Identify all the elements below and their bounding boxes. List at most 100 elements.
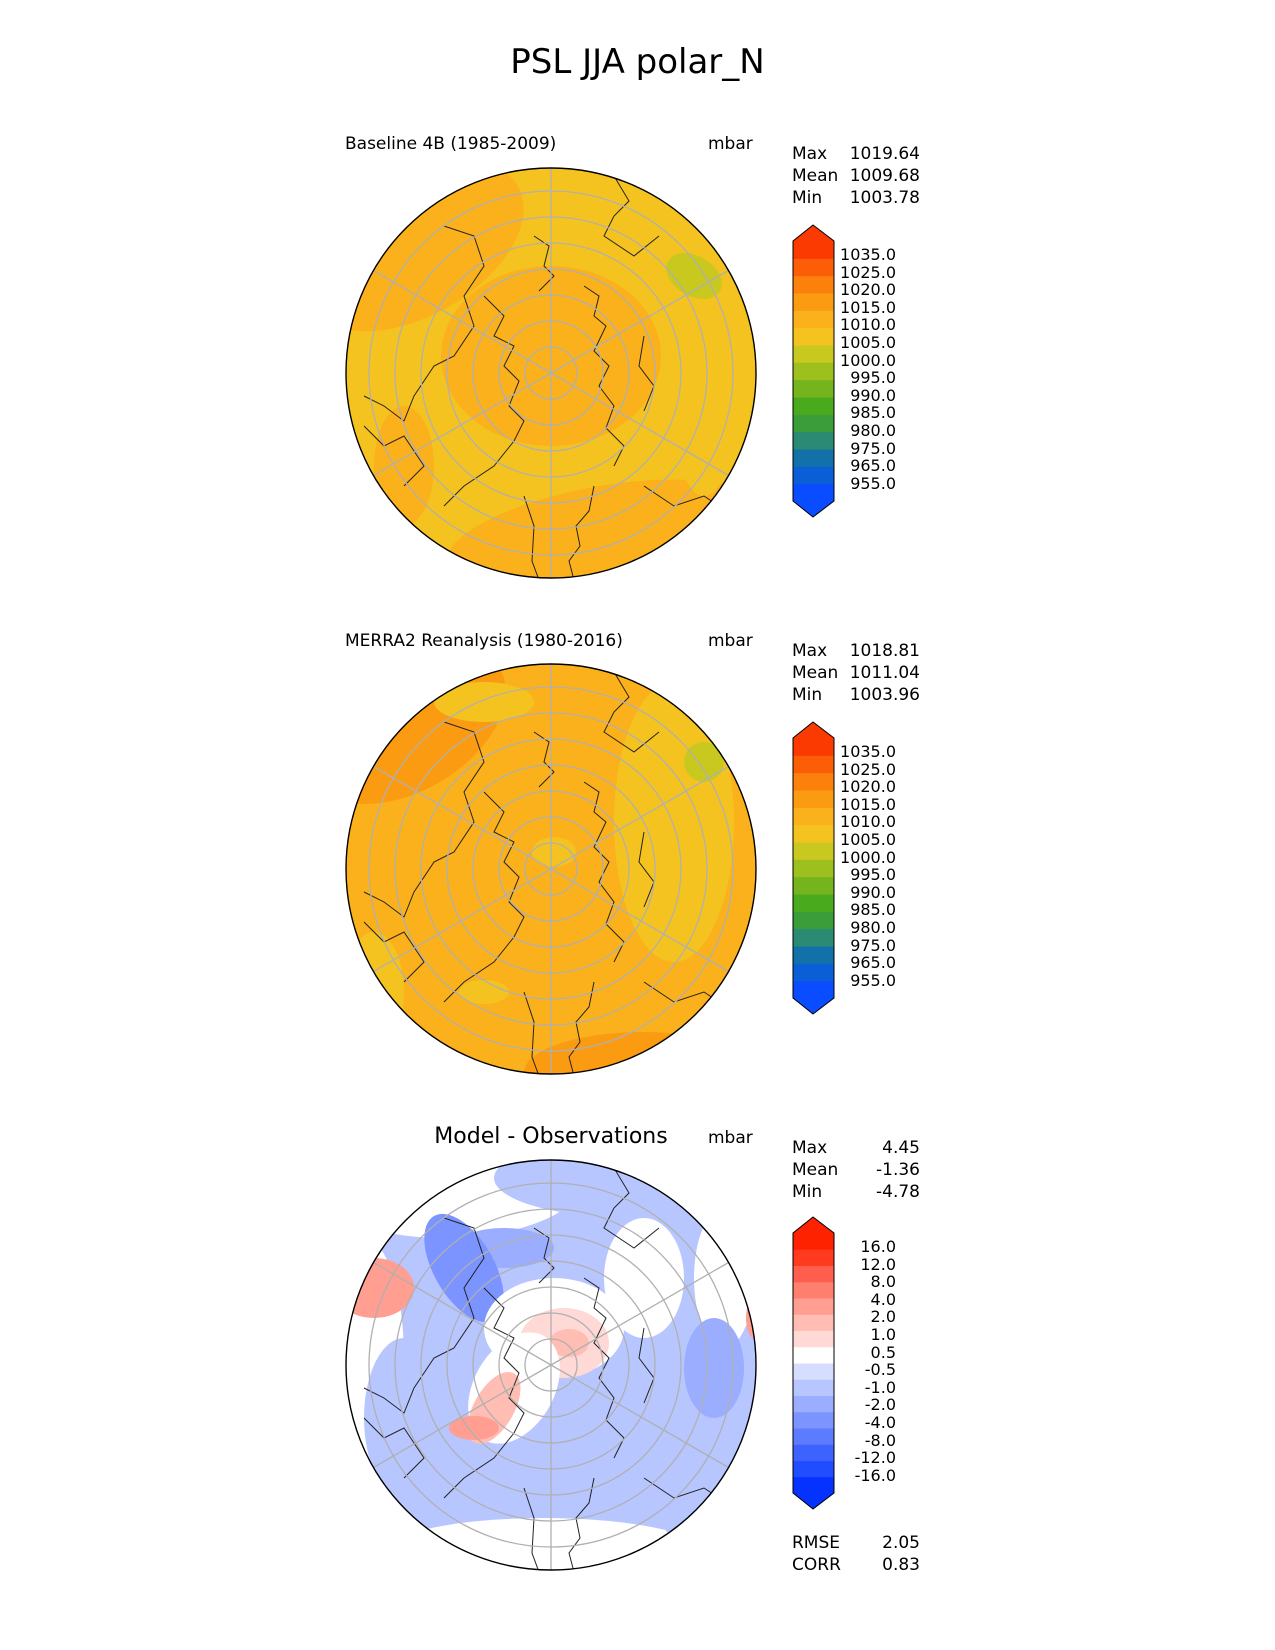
panel2-colorbar-segment [793, 755, 834, 774]
panel1-colorbar-segment [793, 241, 834, 259]
panel3-contour-region [346, 1258, 414, 1318]
panel2-colorbar-tick-label: 1015.0 [840, 794, 896, 814]
panel3-colorbar-tick-label: 0.5 [870, 1342, 896, 1362]
panel3-colorbar-segment [793, 1298, 834, 1315]
panel3-colorbar-tick-label: -1.0 [864, 1377, 896, 1397]
panel2-field [346, 664, 756, 1074]
panel1-min-label: Min [792, 188, 823, 208]
panel3-units: mbar [708, 1128, 753, 1148]
panel3-corr-label: CORR [792, 1555, 841, 1575]
panel2-min-value: 1003.96 [849, 685, 920, 705]
panel2-coastline [603, 671, 660, 753]
panel2-colorbar-segment [793, 946, 834, 964]
panel3-rmse-value: 2.05 [882, 1533, 920, 1553]
panel1-colorbar-tick-label: 1010.0 [840, 315, 896, 335]
panel1-coastline [363, 225, 485, 422]
panel1-meridian [373, 269, 552, 374]
panel3-colorbar-tick-label: -16.0 [854, 1465, 896, 1485]
panel1-colorbar-segment [793, 258, 834, 277]
panel2-colorbar-tick-label: 1005.0 [840, 830, 896, 849]
panel1-units: mbar [708, 134, 753, 154]
panel1-colorbar-tick-label: 1025.0 [840, 262, 896, 282]
panel3-coastline [443, 1287, 525, 1499]
panel2-contour-region [459, 980, 509, 1004]
panel2-mean-label: Mean [792, 663, 839, 683]
panel3-colorbar-outline [792, 1216, 835, 1510]
panel3-coastline [603, 1167, 660, 1249]
panel2-colorbar-segment [793, 790, 834, 808]
panel3-colorbar-tick-label: 2.0 [870, 1307, 896, 1327]
panel2-colorbar-outline [792, 721, 835, 1015]
panel3-colorbar-segment [793, 1346, 834, 1364]
panel2-max-label: Max [792, 641, 828, 661]
panel2-min-label: Min [792, 685, 823, 705]
panel1-colorbar-outline [792, 224, 835, 518]
panel1-coastline [523, 495, 540, 578]
figure-title: PSL JJA polar_N [510, 42, 765, 82]
panel1-mean-value: 1009.68 [849, 166, 920, 186]
panel1-colorbar-segment [793, 414, 834, 433]
panel3-colorbar-tick-label: 12.0 [860, 1254, 896, 1274]
panel2-meridian [550, 765, 729, 870]
panel1-colorbar-tick-label: 1020.0 [840, 280, 896, 300]
panel2-coastline [638, 831, 655, 908]
panel2-contour-region [524, 1032, 756, 1074]
panel1-colorbar-segment [793, 431, 834, 450]
panel1-max-label: Max [792, 144, 828, 164]
panel2-polar-map [345, 663, 757, 1075]
panel2-boundary [345, 663, 757, 1075]
panel3-colorbar-segment [793, 1233, 834, 1250]
panel3-corr-value: 0.83 [882, 1555, 920, 1575]
panel2-colorbar-segment [793, 980, 834, 999]
panel3-meridian [373, 1364, 552, 1469]
panel2-colorbar-segment [793, 807, 834, 826]
panel1-colorbar-tick-label: 995.0 [850, 368, 896, 388]
panel1-meridian [550, 269, 729, 374]
panel2-colorbar-tick-label: 980.0 [850, 918, 896, 937]
panel2-colorbar-extend-low [793, 998, 834, 1014]
panel1-colorbar-segment [793, 483, 834, 502]
panel2-colorbar-tick-label: 1035.0 [840, 742, 896, 761]
panel1-colorbar-segment [793, 362, 834, 381]
panel3-min-label: Min [792, 1182, 823, 1202]
panel1-coastline [363, 425, 425, 487]
panel3-colorbar-segment [793, 1395, 834, 1413]
panel3-rmse-label: RMSE [792, 1533, 841, 1553]
panel2-meridian [550, 868, 729, 973]
panel2-colorbar-segment [793, 842, 834, 860]
panel3-meridian [373, 1261, 552, 1366]
panel2-colorbar-segment [793, 928, 834, 947]
panel1-coastline [603, 175, 660, 257]
panel1-colorbar-segment [793, 379, 834, 398]
panel3-meridian [550, 1261, 729, 1366]
panel1-coastline [638, 335, 655, 412]
panel1-contour-region [374, 406, 434, 526]
panel3-colorbar-segment [793, 1265, 834, 1283]
panel1-colorbar-extend-high [793, 225, 834, 241]
panel3-colorbar-extend-high [793, 1217, 834, 1233]
panel3-colorbar-segment [793, 1379, 834, 1396]
panel2-colorbar-segment [793, 894, 834, 912]
panel1-colorbar-tick-label: 1035.0 [840, 245, 896, 264]
panel1-colorbar-segment [793, 449, 834, 467]
panel3-colorbar-tick-label: 4.0 [870, 1289, 896, 1309]
panel2-colorbar-tick-label: 955.0 [850, 970, 896, 990]
panel1-colorbar-segment [793, 310, 834, 329]
panel3-colorbar-segment [793, 1314, 834, 1331]
panel1-boundary [345, 167, 757, 579]
panel3-colorbar-extend-low [793, 1493, 834, 1509]
panel2-colorbar-tick-label: 1000.0 [840, 847, 896, 867]
panel1-colorbar-tick-label: 1015.0 [840, 297, 896, 317]
panel3-max-label: Max [792, 1138, 828, 1158]
panel2-colorbar-tick-label: 985.0 [850, 900, 896, 920]
panel3-colorbar-segment [793, 1281, 834, 1299]
panel1-colorbar-tick-label: 955.0 [850, 473, 896, 493]
panel3-colorbar-segment [793, 1411, 834, 1429]
panel3-colorbar-tick-label: 1.0 [870, 1325, 896, 1344]
panel2-units: mbar [708, 631, 753, 651]
panel3-colorbar-tick-label: -4.0 [864, 1413, 896, 1432]
panel3-contour-region [604, 1218, 684, 1338]
panel1-colorbar-tick-label: 1005.0 [840, 333, 896, 352]
panel2-colorbar-tick-label: 975.0 [850, 935, 896, 955]
panel2-colorbar-tick-label: 990.0 [850, 882, 896, 902]
